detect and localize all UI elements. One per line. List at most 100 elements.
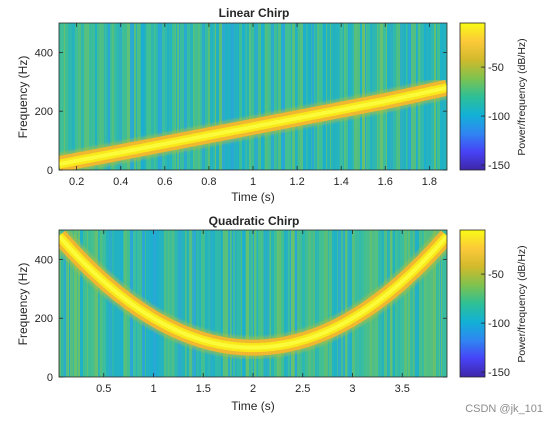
noise-stripe <box>311 230 313 377</box>
noise-stripe <box>172 23 175 170</box>
noise-stripe <box>65 23 68 170</box>
noise-stripe <box>77 23 78 170</box>
noise-stripe <box>222 23 225 170</box>
noise-stripe <box>251 23 252 170</box>
noise-stripe <box>332 230 334 377</box>
noise-stripe <box>64 230 66 377</box>
noise-stripe <box>298 23 300 170</box>
noise-stripe <box>282 23 285 170</box>
noise-stripe <box>271 23 274 170</box>
noise-stripe <box>347 230 348 377</box>
noise-stripe <box>252 23 254 170</box>
y-tick-label: 0 <box>47 372 53 384</box>
noise-stripe <box>231 230 232 377</box>
noise-stripe <box>68 230 69 377</box>
x-tick-label: 1.4 <box>334 176 349 188</box>
noise-stripe <box>445 230 447 377</box>
noise-stripe <box>165 23 167 170</box>
noise-stripe <box>400 230 401 377</box>
noise-stripe <box>93 230 95 377</box>
noise-stripe <box>306 23 308 170</box>
noise-stripe <box>151 23 154 170</box>
noise-stripe <box>230 230 231 377</box>
noise-stripe <box>234 23 235 170</box>
noise-stripe <box>230 23 231 170</box>
noise-stripe <box>114 23 116 170</box>
noise-stripe <box>232 230 233 377</box>
noise-stripe <box>98 230 100 377</box>
noise-stripe <box>429 230 430 377</box>
noise-stripe <box>420 230 422 377</box>
noise-stripe <box>297 23 298 170</box>
noise-stripe <box>92 23 95 170</box>
noise-stripe <box>323 230 324 377</box>
noise-stripe <box>199 230 201 377</box>
noise-stripe <box>300 23 303 170</box>
noise-stripe <box>326 230 328 377</box>
noise-stripe <box>158 23 159 170</box>
noise-stripe <box>136 23 137 170</box>
noise-stripe <box>219 23 222 170</box>
noise-stripe <box>336 23 339 170</box>
y-tick-label: 0 <box>47 165 53 177</box>
noise-stripe <box>261 23 264 170</box>
noise-stripe <box>85 23 88 170</box>
watermark: CSDN @jk_101 <box>465 403 543 415</box>
chart-title: Quadratic Chirp <box>209 214 300 228</box>
noise-stripe <box>233 230 235 377</box>
x-tick-label: 0.6 <box>157 176 172 188</box>
noise-stripe <box>290 230 291 377</box>
noise-stripe <box>95 23 97 170</box>
ridge-peak <box>59 85 447 167</box>
noise-stripe <box>292 23 295 170</box>
noise-stripe <box>181 230 182 377</box>
noise-stripe <box>297 230 300 377</box>
noise-stripe <box>108 23 110 170</box>
noise-stripe <box>205 230 207 377</box>
noise-stripe <box>192 230 194 377</box>
colorbar-tick-label: -50 <box>488 62 504 74</box>
noise-stripe <box>74 230 77 377</box>
noise-stripe <box>238 230 241 377</box>
noise-stripe <box>238 23 239 170</box>
noise-stripe <box>187 23 190 170</box>
noise-stripe <box>343 230 345 377</box>
noise-stripe <box>287 230 288 377</box>
noise-stripe <box>149 23 151 170</box>
noise-stripe <box>346 230 347 377</box>
noise-stripe <box>350 230 352 377</box>
noise-stripe <box>147 23 149 170</box>
noise-stripe <box>213 23 215 170</box>
noise-stripe <box>410 230 413 377</box>
noise-stripe <box>337 230 338 377</box>
noise-stripe <box>131 23 134 170</box>
colorbar-tick-label: -150 <box>488 160 510 172</box>
noise-stripe <box>78 230 80 377</box>
noise-stripe <box>101 23 104 170</box>
noise-stripe <box>278 23 281 170</box>
noise-stripe <box>159 23 162 170</box>
noise-stripe <box>308 230 311 377</box>
noise-stripe <box>171 23 172 170</box>
noise-stripe <box>295 230 297 377</box>
noise-stripe <box>187 230 189 377</box>
noise-stripe <box>175 23 176 170</box>
x-tick-label: 1 <box>150 383 156 395</box>
x-tick-label: 1.2 <box>289 176 304 188</box>
noise-stripe <box>205 23 208 170</box>
ridge-peak <box>59 234 447 350</box>
noise-stripe <box>261 230 263 377</box>
noise-stripe <box>61 230 64 377</box>
chirp-ridge <box>59 76 447 170</box>
x-tick-label: 0.4 <box>113 176 128 188</box>
noise-stripe <box>198 23 200 170</box>
noise-stripe <box>424 230 426 377</box>
noise-stripe <box>314 23 315 170</box>
noise-stripe <box>137 23 140 170</box>
noise-stripe <box>334 230 337 377</box>
chirp-ridge <box>59 230 447 359</box>
noise-stripe <box>122 23 124 170</box>
noise-stripe <box>97 23 99 170</box>
noise-stripe <box>241 230 242 377</box>
